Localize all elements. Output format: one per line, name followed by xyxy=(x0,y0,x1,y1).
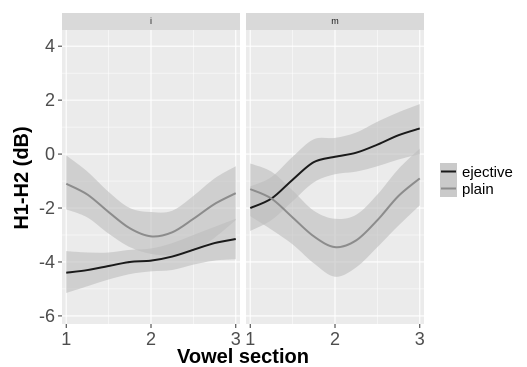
confidence-band-plain xyxy=(66,155,236,256)
x-tick-label: 3 xyxy=(231,329,241,349)
x-tick-label: 1 xyxy=(61,329,71,349)
series-line-plain xyxy=(65,182,237,238)
facet-strip xyxy=(246,13,424,30)
legend-label-plain: plain xyxy=(462,181,494,198)
series-line-ejective xyxy=(249,127,421,209)
facet-panel-m: m xyxy=(246,13,424,324)
y-tick-label: -6 xyxy=(39,306,55,326)
facet-strip xyxy=(62,13,240,30)
x-tick-label: 2 xyxy=(330,329,340,349)
confidence-band-plain xyxy=(250,148,420,277)
series-line-ejective xyxy=(66,238,236,274)
y-tick-label: 4 xyxy=(45,36,55,56)
facet-strip-label: i xyxy=(150,16,152,26)
x-axis-title: Vowel section xyxy=(177,346,309,367)
legend-label-ejective: ejective xyxy=(462,164,513,181)
y-tick-label: -2 xyxy=(39,198,55,218)
y-tick-label: 0 xyxy=(45,144,55,164)
y-tick-label: 2 xyxy=(45,90,55,110)
x-tick-label: 1 xyxy=(245,329,255,349)
y-axis-title: H1-H2 (dB) xyxy=(11,126,33,229)
y-tick-label: -4 xyxy=(39,252,55,272)
x-tick-label: 2 xyxy=(146,329,156,349)
series-line-plain xyxy=(249,177,421,249)
facet-panel-i: i xyxy=(62,13,240,324)
facet-strip-label: m xyxy=(331,16,339,26)
x-tick-label: 3 xyxy=(415,329,425,349)
